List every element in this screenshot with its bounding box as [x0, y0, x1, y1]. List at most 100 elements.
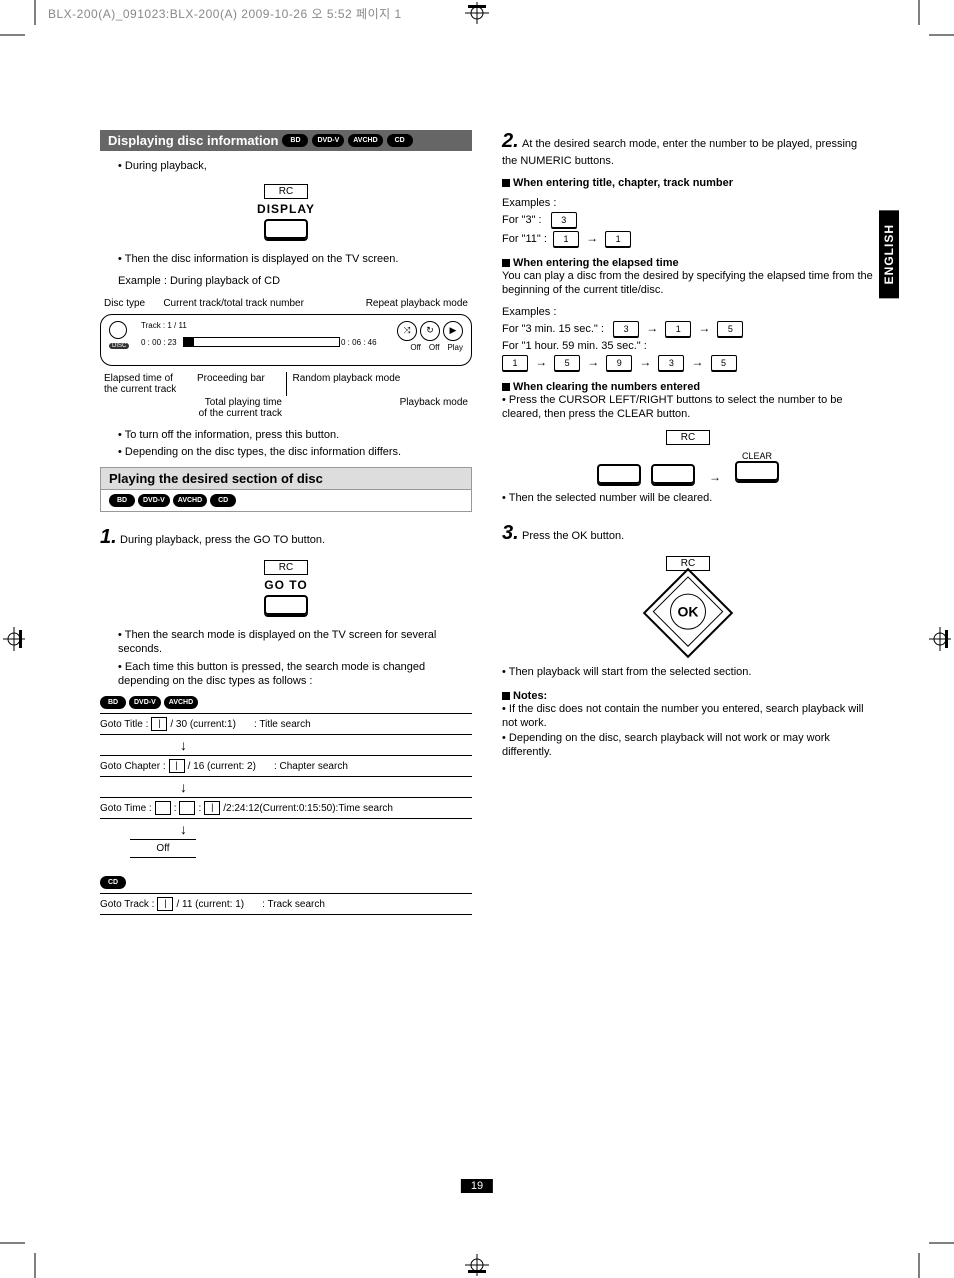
arrow-down-icon: ↓	[180, 735, 472, 755]
ann-random: Random playback mode	[286, 372, 472, 396]
registration-mark-right	[929, 627, 951, 651]
ann-repeat: Repeat playback mode	[339, 297, 472, 310]
playmode-play: Play	[447, 343, 463, 352]
cropmark-tl	[0, 0, 50, 50]
bullet-list: Then the disc information is displayed o…	[118, 252, 472, 266]
pill-bd: BD	[100, 696, 126, 709]
page: BLX-200(A)_091023:BLX-200(A) 2009-10-26 …	[0, 0, 954, 1278]
annotation-bottom-row: Elapsed time of the current track Procee…	[100, 372, 472, 420]
disc-info-bar: DISC Track : 1 / 11 0 : 00 : 23 0 : 06 :…	[100, 314, 472, 366]
input-box: |	[157, 897, 173, 911]
num-key-1: 1	[553, 231, 579, 247]
step-text: Press the OK button.	[522, 530, 624, 542]
arrow-right-icon: →	[698, 321, 710, 335]
pill-avchd: AVCHD	[164, 696, 198, 709]
square-icon	[502, 692, 510, 700]
random-off: Off	[410, 343, 421, 352]
goto-chapter-label: : Chapter search	[274, 761, 348, 772]
pill-bd: BD	[109, 494, 135, 507]
shuffle-icon: ⤨	[397, 321, 417, 341]
pill-row-3: CD	[100, 876, 472, 889]
arrow-right-icon: →	[535, 355, 547, 369]
goto-time-val: /2:24:12(Current:0:15:50):Time search	[223, 803, 393, 814]
right-column: 2. At the desired search mode, enter the…	[502, 130, 874, 915]
square-icon	[502, 383, 510, 391]
pill-cd: CD	[210, 494, 236, 507]
remote-goto-block: RC GO TO	[100, 559, 472, 618]
goto-title-label: : Title search	[254, 719, 311, 730]
track-label: Track : 1 / 11	[141, 321, 187, 330]
pill-dvdv: DVD-V	[138, 494, 170, 507]
ann-proceed: Proceeding bar	[193, 372, 286, 396]
print-header: BLX-200(A)_091023:BLX-200(A) 2009-10-26 …	[48, 5, 402, 22]
input-box	[155, 801, 171, 815]
pill-row: BD DVD-V AVCHD CD	[100, 490, 472, 512]
pill-dvdv: DVD-V	[312, 134, 344, 147]
subhead-clearing: When clearing the numbers entered	[502, 381, 874, 393]
goto-track-val: / 11 (current: 1)	[176, 899, 244, 910]
ann-playmode: Playback mode	[286, 396, 472, 420]
input-box: |	[204, 801, 220, 815]
note-1: • If the disc does not contain the numbe…	[502, 702, 874, 731]
example-for-11: For "11" : 1 → 1	[502, 231, 874, 247]
disc-badge: DISC	[109, 343, 129, 349]
arrow-right-icon: →	[646, 321, 658, 335]
notes-heading: Notes:	[502, 690, 874, 702]
cropmark-br	[904, 1228, 954, 1278]
clear-label: CLEAR	[735, 451, 779, 461]
rc-label: RC	[666, 430, 710, 445]
step-number: 1.	[100, 526, 117, 548]
goto-track-line: Goto Track : | / 11 (current: 1) : Track…	[100, 893, 472, 915]
arrow-down-icon: ↓	[180, 777, 472, 797]
registration-mark-left	[3, 627, 25, 651]
repeat-icon: ↻	[420, 321, 440, 341]
square-icon	[502, 259, 510, 267]
remote-display-block: RC DISPLAY	[100, 183, 472, 242]
num-key-1: 1	[665, 321, 691, 337]
square-icon	[502, 179, 510, 187]
subhead-elapsed-time: When entering the elapsed time	[502, 257, 874, 269]
bullet-info-displayed: Then the disc information is displayed o…	[118, 252, 472, 266]
example-1h59m35: For "1 hour. 59 min. 35 sec." :	[502, 340, 874, 352]
ann-totalplay: Total playing time of the current track	[193, 396, 286, 420]
num-key-3: 3	[658, 355, 684, 371]
section-playing-desired: Playing the desired section of disc	[100, 467, 472, 490]
bullet-turnoff: To turn off the information, press this …	[118, 428, 472, 442]
bullet-depends: Depending on the disc types, the disc in…	[118, 445, 472, 459]
step3-result: • Then playback will start from the sele…	[502, 666, 874, 678]
progress-bar	[183, 337, 340, 347]
num-key-5: 5	[554, 355, 580, 371]
arrow-down-icon: ↓	[180, 819, 472, 839]
input-box: |	[151, 717, 167, 731]
cropmark-bl	[0, 1228, 50, 1278]
num-key-1: 1	[502, 355, 528, 371]
clear-button-icon	[735, 461, 779, 481]
annotation-top-row: Disc type Current track/total track numb…	[100, 297, 472, 310]
goto-label: GO TO	[100, 578, 472, 592]
goto-time-line: Goto Time : : : | /2:24:12(Current:0:15:…	[100, 797, 472, 819]
repeat-off: Off	[429, 343, 440, 352]
page-number: 19	[461, 1179, 493, 1193]
bullet-list: During playback,	[118, 159, 472, 173]
arrow-right-icon: →	[639, 355, 651, 369]
num-key-1: 1	[605, 231, 631, 247]
goto-chapter-val: / 16 (current: 2)	[188, 761, 256, 772]
step-text: During playback, press the GO TO button.	[120, 534, 325, 546]
step-2: 2. At the desired search mode, enter the…	[502, 130, 874, 167]
arrow-right-icon: →	[691, 355, 703, 369]
left-column: Displaying disc information BD DVD-V AVC…	[100, 130, 472, 915]
example-for-3: For "3" : 3	[502, 212, 874, 228]
clear-result: • Then the selected number will be clear…	[502, 492, 874, 504]
goto-chapter-line: Goto Chapter : | / 16 (current: 2) : Cha…	[100, 755, 472, 777]
input-box: |	[169, 759, 185, 773]
clearing-desc: • Press the CURSOR LEFT/RIGHT buttons to…	[502, 393, 874, 422]
examples-label-2: Examples :	[502, 306, 874, 318]
ok-remote-block: RC OK	[502, 555, 874, 658]
total-time: 0 : 06 : 46	[341, 338, 377, 347]
goto-button-icon	[264, 595, 308, 615]
example-3min15: For "3 min. 15 sec." : 3 → 1 → 5	[502, 321, 874, 337]
goto-time-pre: Goto Time :	[100, 803, 152, 814]
goto-title-val: / 30 (current:1)	[170, 719, 236, 730]
content-columns: Displaying disc information BD DVD-V AVC…	[100, 130, 874, 915]
num-key-5: 5	[711, 355, 737, 371]
